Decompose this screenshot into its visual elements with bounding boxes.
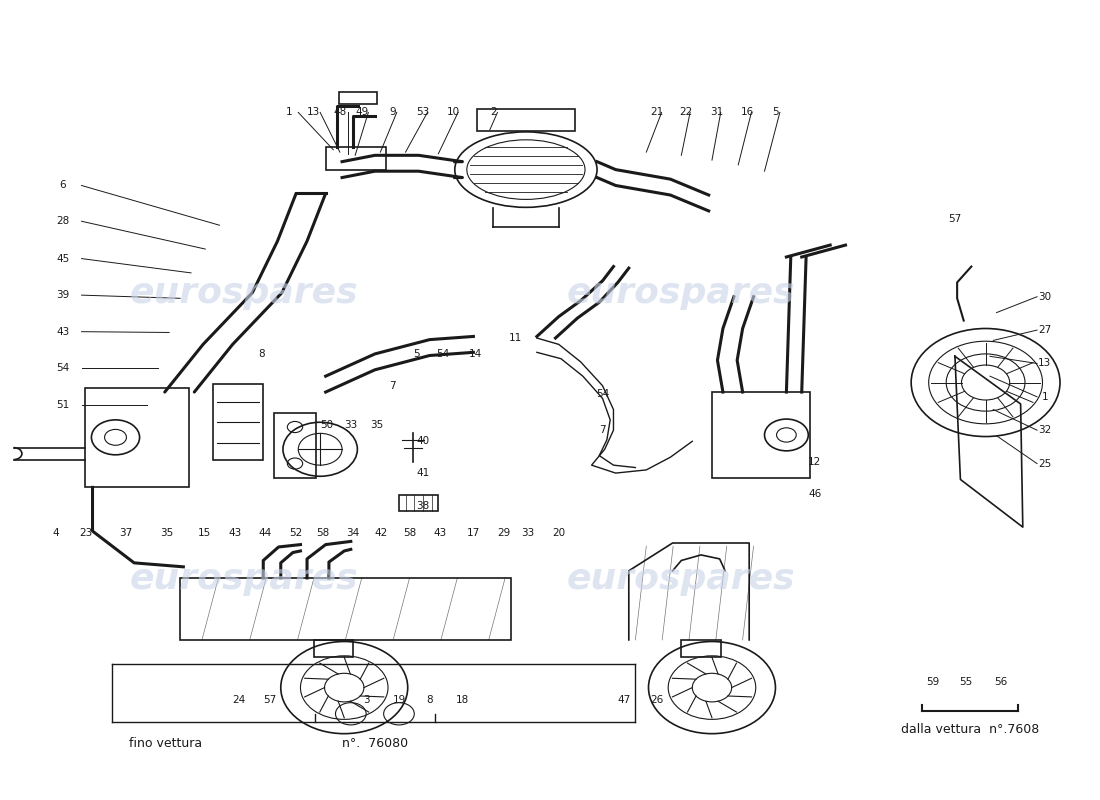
- Text: 4: 4: [52, 529, 58, 538]
- Text: eurospares: eurospares: [566, 562, 795, 596]
- Text: 17: 17: [466, 529, 480, 538]
- Text: 2: 2: [490, 107, 496, 118]
- Text: 14: 14: [469, 349, 482, 359]
- Text: 46: 46: [808, 489, 822, 498]
- Text: 58: 58: [316, 529, 329, 538]
- Text: 53: 53: [417, 107, 430, 118]
- Text: 22: 22: [679, 107, 692, 118]
- Text: 42: 42: [375, 529, 388, 538]
- Bar: [180, 578, 510, 640]
- Text: 33: 33: [521, 529, 535, 538]
- Text: 37: 37: [119, 529, 132, 538]
- Text: 8: 8: [257, 349, 264, 359]
- Text: 34: 34: [346, 529, 360, 538]
- Text: 7: 7: [389, 381, 396, 390]
- Text: 13: 13: [1038, 358, 1052, 369]
- Text: 9: 9: [389, 107, 396, 118]
- Text: 57: 57: [948, 214, 961, 224]
- Text: 6: 6: [59, 181, 66, 190]
- Text: 35: 35: [371, 421, 384, 430]
- Text: 1: 1: [286, 107, 293, 118]
- Text: 49: 49: [355, 107, 368, 118]
- Bar: [314, 640, 353, 658]
- Text: 57: 57: [263, 695, 276, 706]
- Bar: [681, 640, 720, 658]
- Bar: [326, 147, 386, 170]
- Bar: [712, 392, 811, 478]
- Text: 54: 54: [436, 349, 450, 359]
- Text: 52: 52: [289, 529, 302, 538]
- Text: 43: 43: [228, 529, 241, 538]
- Bar: [274, 413, 316, 478]
- Text: 45: 45: [56, 254, 69, 263]
- Text: 39: 39: [56, 290, 69, 300]
- Text: 51: 51: [56, 400, 69, 410]
- Text: 26: 26: [650, 695, 664, 706]
- Bar: [476, 110, 575, 131]
- Text: 19: 19: [393, 695, 406, 706]
- Text: 40: 40: [417, 436, 430, 446]
- Text: 8: 8: [427, 695, 433, 706]
- Text: 15: 15: [198, 529, 211, 538]
- Text: 41: 41: [417, 468, 430, 478]
- Text: 44: 44: [258, 529, 272, 538]
- Text: 5: 5: [772, 107, 779, 118]
- Bar: [85, 388, 189, 487]
- Text: 48: 48: [333, 107, 346, 118]
- Text: 21: 21: [650, 107, 664, 118]
- Text: 24: 24: [232, 695, 245, 706]
- Text: 50: 50: [320, 421, 333, 430]
- Text: eurospares: eurospares: [129, 276, 358, 310]
- Bar: [399, 495, 439, 511]
- Text: fino vettura: fino vettura: [129, 737, 201, 750]
- Text: 13: 13: [307, 107, 320, 118]
- Text: 33: 33: [344, 421, 358, 430]
- Text: 55: 55: [959, 677, 972, 687]
- Text: 3: 3: [363, 695, 370, 706]
- Text: 47: 47: [618, 695, 631, 706]
- Text: 58: 58: [404, 529, 417, 538]
- Text: 16: 16: [740, 107, 754, 118]
- Text: 38: 38: [417, 502, 430, 511]
- Text: 27: 27: [1038, 325, 1052, 335]
- Text: 11: 11: [508, 333, 521, 343]
- Text: 59: 59: [926, 677, 939, 687]
- Bar: [339, 92, 377, 105]
- Text: 32: 32: [1038, 425, 1052, 435]
- Bar: [213, 384, 263, 460]
- Text: 20: 20: [552, 529, 565, 538]
- Text: 10: 10: [447, 107, 460, 118]
- Text: 56: 56: [994, 677, 1008, 687]
- Text: eurospares: eurospares: [566, 276, 795, 310]
- Text: 54: 54: [56, 363, 69, 374]
- Text: 35: 35: [161, 529, 174, 538]
- Text: 28: 28: [56, 216, 69, 226]
- Text: 7: 7: [600, 425, 606, 435]
- Text: 43: 43: [433, 529, 448, 538]
- Text: 54: 54: [596, 389, 609, 398]
- Text: 18: 18: [455, 695, 469, 706]
- Text: 23: 23: [79, 529, 92, 538]
- Text: 29: 29: [497, 529, 510, 538]
- Text: 31: 31: [710, 107, 723, 118]
- Text: 30: 30: [1038, 292, 1052, 302]
- Text: 1: 1: [1042, 392, 1048, 402]
- Text: dalla vettura  n°.7608: dalla vettura n°.7608: [901, 723, 1040, 736]
- Text: 5: 5: [414, 349, 420, 359]
- Text: 43: 43: [56, 326, 69, 337]
- Text: n°.  76080: n°. 76080: [342, 737, 408, 750]
- Text: 12: 12: [808, 457, 822, 467]
- Text: eurospares: eurospares: [129, 562, 358, 596]
- Text: 25: 25: [1038, 458, 1052, 469]
